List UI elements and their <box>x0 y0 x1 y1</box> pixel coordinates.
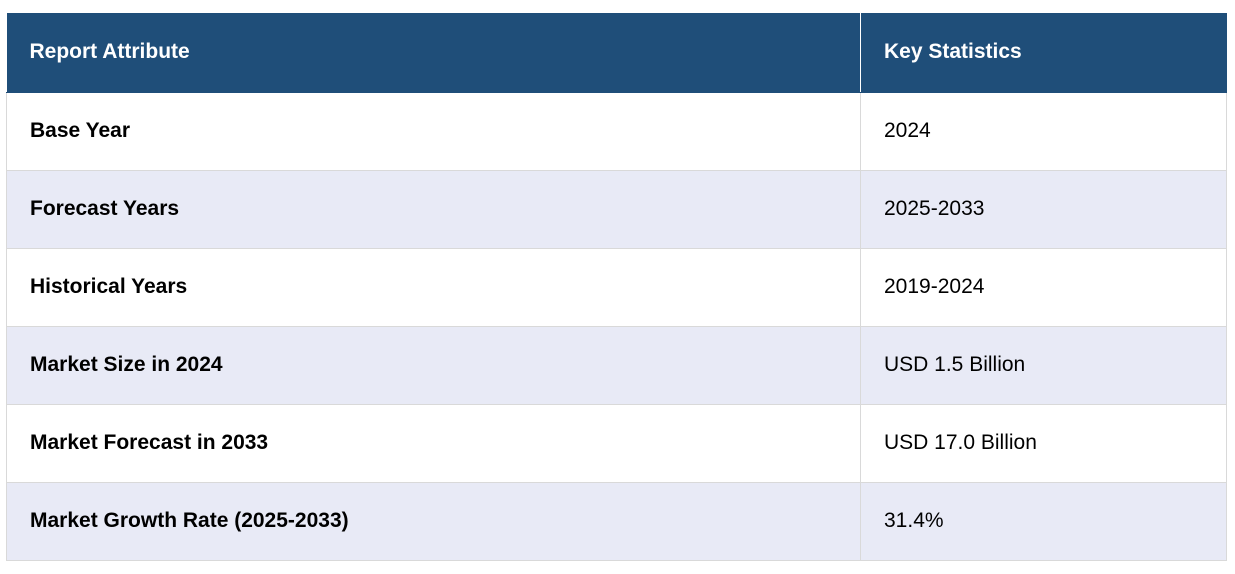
row-value-cell: USD 1.5 Billion <box>860 326 1227 405</box>
table-body: Base Year 2024 Forecast Years 2025-2033 … <box>6 92 1227 561</box>
table-row: Market Growth Rate (2025-2033) 31.4% <box>6 482 1227 561</box>
table-row: Market Size in 2024 USD 1.5 Billion <box>6 326 1227 405</box>
report-table-container: Report Attribute Key Statistics Base Yea… <box>6 13 1227 561</box>
row-attribute-cell: Historical Years <box>6 248 861 327</box>
row-attribute-cell: Market Size in 2024 <box>6 326 861 405</box>
row-attribute-cell: Base Year <box>6 92 861 171</box>
row-attribute-cell: Forecast Years <box>6 170 861 249</box>
table-header: Report Attribute Key Statistics <box>6 13 1227 93</box>
report-statistics-table: Report Attribute Key Statistics Base Yea… <box>6 13 1227 561</box>
row-attribute-cell: Market Forecast in 2033 <box>6 404 861 483</box>
row-value-cell: 2024 <box>860 92 1227 171</box>
header-row: Report Attribute Key Statistics <box>6 13 1227 93</box>
header-key-statistics: Key Statistics <box>860 13 1227 93</box>
table-row: Forecast Years 2025-2033 <box>6 170 1227 249</box>
table-row: Market Forecast in 2033 USD 17.0 Billion <box>6 404 1227 483</box>
row-attribute-cell: Market Growth Rate (2025-2033) <box>6 482 861 561</box>
row-value-cell: 31.4% <box>860 482 1227 561</box>
row-value-cell: USD 17.0 Billion <box>860 404 1227 483</box>
table-row: Historical Years 2019-2024 <box>6 248 1227 327</box>
row-value-cell: 2019-2024 <box>860 248 1227 327</box>
table-row: Base Year 2024 <box>6 92 1227 171</box>
row-value-cell: 2025-2033 <box>860 170 1227 249</box>
header-report-attribute: Report Attribute <box>6 13 861 93</box>
